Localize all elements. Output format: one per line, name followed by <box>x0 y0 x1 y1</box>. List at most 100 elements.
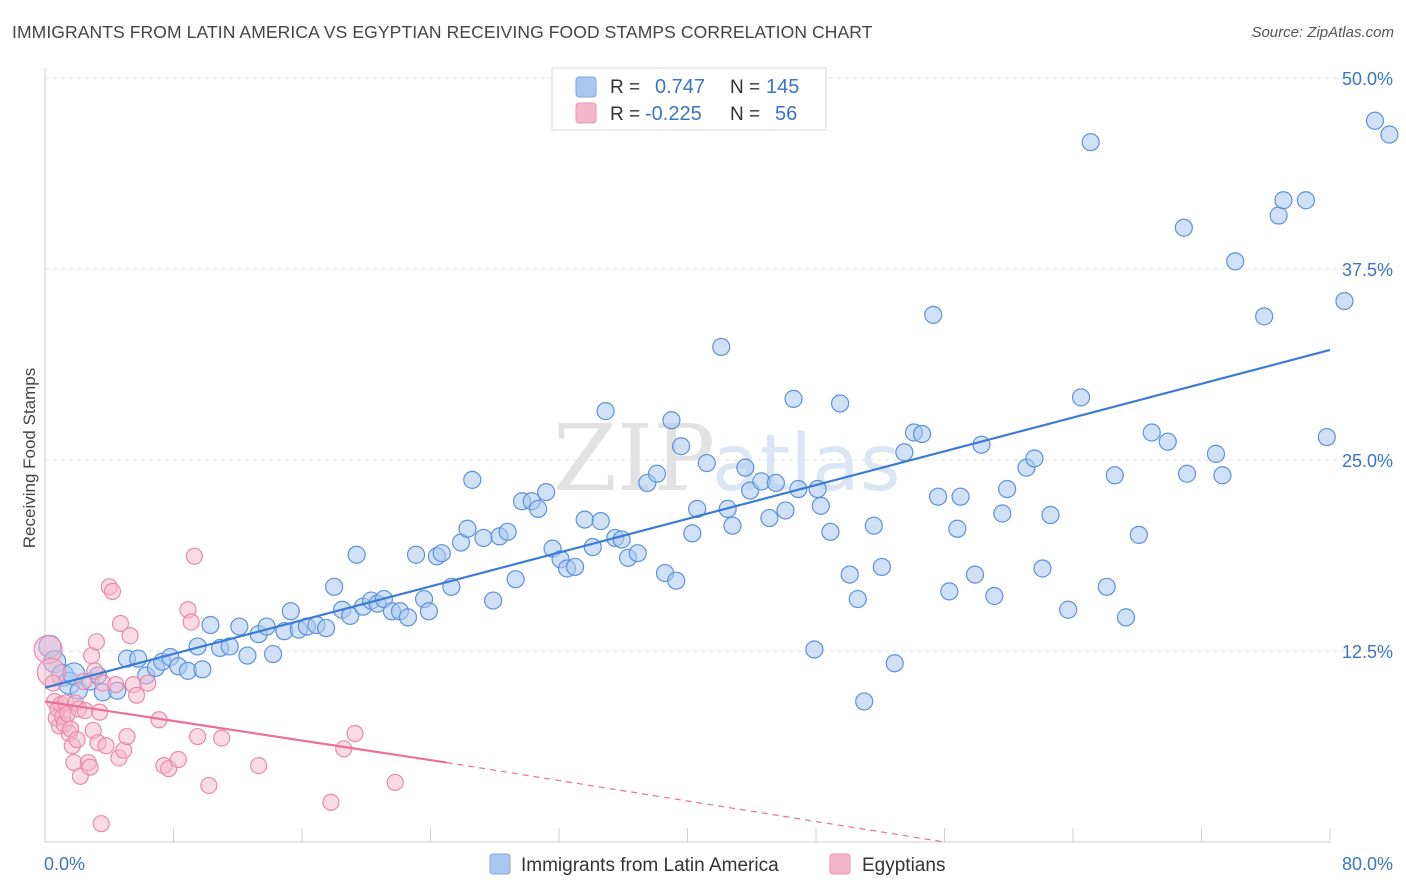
point-egyptians <box>139 674 157 692</box>
point-immigrants <box>821 522 840 541</box>
point-immigrants <box>1206 444 1226 463</box>
point-immigrants <box>985 586 1004 606</box>
point-egyptians <box>97 737 115 755</box>
point-immigrants <box>912 424 932 444</box>
point-immigrants <box>811 496 830 515</box>
point-immigrants <box>1255 307 1274 326</box>
point-immigrants <box>1142 423 1161 442</box>
tick-labels: 12.5% 25.0% 37.5% 50.0% 0.0% 80.0% <box>44 69 1393 874</box>
series-legend: Immigrants from Latin America Egyptians <box>489 853 945 876</box>
legend-n-value: 145 <box>766 76 799 98</box>
point-egyptians <box>386 773 404 792</box>
x-tick-label: 0.0% <box>44 854 85 874</box>
series-legend-swatch-blue <box>489 853 511 875</box>
point-immigrants <box>1365 111 1385 130</box>
point-egyptians <box>118 727 136 746</box>
point-immigrants <box>712 337 731 357</box>
point-immigrants <box>647 464 667 483</box>
point-immigrants <box>1269 206 1288 225</box>
point-immigrants <box>432 544 451 563</box>
point-immigrants <box>1059 600 1078 619</box>
point-immigrants <box>993 504 1012 523</box>
watermark-zip: ZIP <box>553 405 715 512</box>
point-immigrants <box>864 516 883 535</box>
point-immigrants <box>419 602 438 621</box>
point-immigrants <box>406 545 426 564</box>
point-immigrants <box>872 557 891 577</box>
point-immigrants <box>830 394 850 413</box>
point-immigrants <box>347 545 366 564</box>
legend-swatch-pink <box>575 102 597 124</box>
point-immigrants <box>736 458 755 477</box>
point-immigrants <box>529 499 548 518</box>
series-egyptians-points <box>33 547 404 833</box>
series-legend-label-pink: Egyptians <box>862 855 945 876</box>
point-immigrants <box>951 487 970 506</box>
point-egyptians <box>169 750 187 769</box>
point-immigrants <box>463 470 482 489</box>
point-immigrants <box>201 615 220 635</box>
point-immigrants <box>498 522 517 541</box>
point-egyptians <box>182 613 200 631</box>
point-egyptians <box>250 756 268 775</box>
y-tick-label: 50.0% <box>1342 69 1393 89</box>
point-immigrants <box>667 571 686 590</box>
point-immigrants <box>1174 218 1193 237</box>
point-immigrants <box>506 570 525 589</box>
point-immigrants <box>257 617 276 636</box>
legend-r-value: -0.225 <box>645 103 702 125</box>
point-immigrants <box>263 644 283 664</box>
source-label: Source: ZipAtlas.com <box>1251 24 1394 41</box>
point-immigrants <box>575 510 594 529</box>
point-immigrants <box>1025 449 1044 468</box>
point-immigrants <box>766 473 785 493</box>
point-immigrants <box>1129 525 1148 544</box>
point-immigrants <box>628 544 647 563</box>
watermark: ZIP atlas <box>553 405 901 512</box>
point-immigrants <box>193 660 212 679</box>
point-immigrants <box>230 617 249 636</box>
point-immigrants <box>940 582 959 601</box>
point-immigrants <box>458 519 477 538</box>
point-immigrants <box>784 389 803 408</box>
point-egyptians <box>346 724 364 743</box>
point-immigrants <box>1105 466 1124 485</box>
legend-n-label: N = <box>730 77 760 98</box>
point-immigrants <box>1071 388 1091 407</box>
point-immigrants <box>325 577 344 596</box>
point-egyptians <box>87 633 106 651</box>
stats-legend: R = 0.747 N = 145 R = -0.225 N = 56 <box>551 67 827 131</box>
y-tick-label: 25.0% <box>1342 451 1393 471</box>
point-egyptians <box>185 547 203 565</box>
point-immigrants <box>537 482 556 502</box>
stats-legend-box <box>551 67 827 131</box>
point-immigrants <box>1317 427 1336 447</box>
legend-r-label: R = <box>610 77 640 98</box>
point-egyptians <box>91 703 109 721</box>
point-immigrants <box>776 501 795 520</box>
x-tick-label: 80.0% <box>1342 854 1393 874</box>
point-immigrants <box>484 591 503 610</box>
point-immigrants <box>220 637 239 656</box>
point-immigrants <box>398 608 418 627</box>
point-immigrants <box>948 519 967 538</box>
point-immigrants <box>1041 505 1060 525</box>
point-egyptians <box>322 793 340 811</box>
point-immigrants <box>316 618 336 638</box>
point-immigrants <box>1116 608 1136 627</box>
series-legend-label-blue: Immigrants from Latin America <box>521 855 779 876</box>
point-immigrants <box>591 512 610 531</box>
point-immigrants <box>671 437 691 456</box>
point-immigrants <box>1226 252 1245 271</box>
point-egyptians <box>107 676 125 694</box>
series-legend-swatch-pink <box>829 853 851 875</box>
point-egyptians <box>103 582 122 601</box>
point-egyptians <box>127 686 146 704</box>
trend-lines <box>44 348 1331 843</box>
point-immigrants <box>1213 466 1232 485</box>
legend-n-label: N = <box>730 104 760 125</box>
point-immigrants <box>1296 191 1316 210</box>
point-egyptians <box>111 614 130 633</box>
point-egyptians <box>200 776 218 795</box>
